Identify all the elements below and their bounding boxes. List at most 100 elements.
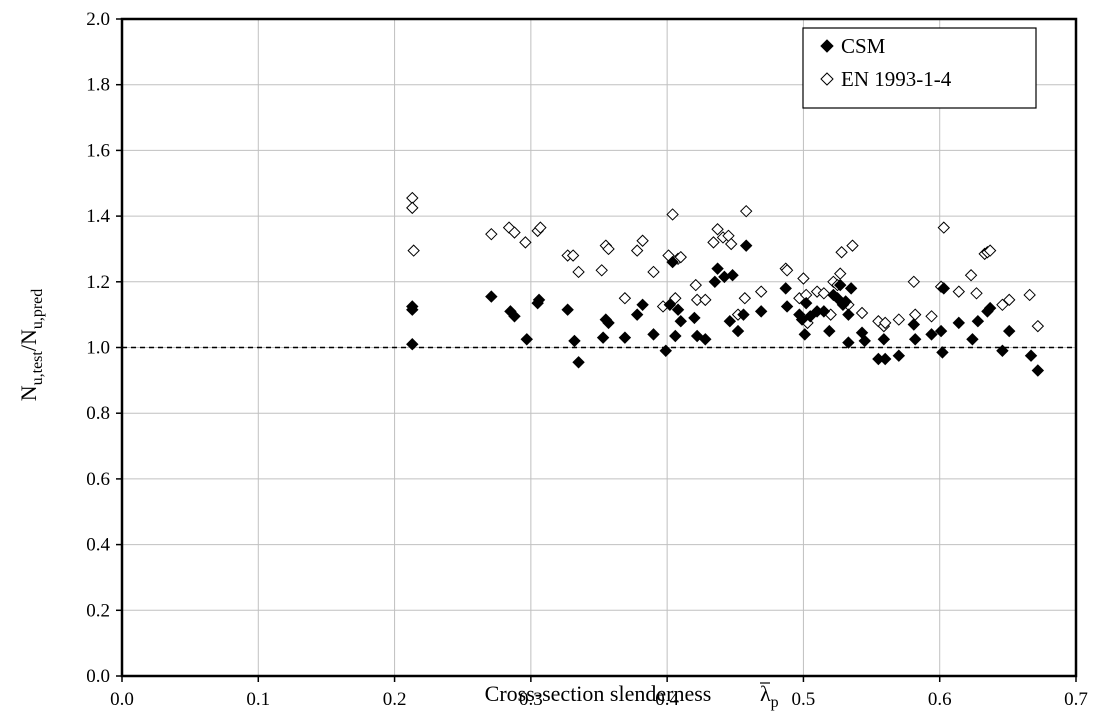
en-1993-point (711, 223, 724, 236)
csm-point (844, 282, 858, 295)
csm-point (666, 255, 679, 269)
csm-point (520, 333, 533, 346)
en-1993-point (566, 249, 580, 262)
svg-text:λp: λp (760, 681, 779, 711)
csm-point (674, 315, 687, 328)
en-1993-point (983, 244, 997, 257)
csm-point (1031, 364, 1045, 377)
en-1993-point (707, 236, 720, 249)
csm-point (834, 278, 847, 292)
en-1993-point (1023, 288, 1036, 302)
en-1993-point (739, 204, 753, 218)
csm-point (971, 315, 985, 328)
en-1993-point (1003, 293, 1016, 307)
csm-point (723, 315, 737, 328)
csm-point (908, 333, 922, 346)
legend-marker-en (820, 72, 834, 86)
y-axis-label-sep: /N (16, 329, 41, 351)
csm-point (532, 293, 546, 307)
en-1993-point (674, 250, 687, 264)
csm-point (669, 329, 682, 343)
en-1993-point (907, 275, 921, 289)
x-axis-label: Cross-section slenderness (485, 681, 712, 706)
csm-point (780, 300, 794, 313)
csm-point (739, 239, 753, 252)
csm-point (596, 331, 610, 344)
x-tick-label: 0.7 (1064, 689, 1088, 710)
csm-point (937, 282, 951, 295)
en-1993-point (908, 308, 922, 321)
y-tick-label: 1.2 (86, 272, 110, 293)
en-1993-point (738, 292, 752, 305)
csm-point (934, 324, 948, 338)
csm-point (561, 303, 574, 316)
en-1993-point (1031, 319, 1045, 333)
csm-point (630, 308, 644, 321)
en-1993-point (595, 264, 608, 277)
en-1993-point (952, 285, 966, 298)
x-tick-labels: 0.0 0.1 0.2 0.3 0.4 0.5 0.6 0.7 (110, 676, 1088, 710)
csm-point (406, 338, 419, 351)
x-tick-label: 0.2 (383, 689, 407, 710)
y-tick-label: 0.6 (86, 469, 110, 490)
csm-point (699, 333, 712, 346)
en-1993-point (925, 310, 938, 323)
x-axis-label-text: Cross-section slenderness (485, 681, 712, 706)
csm-point (839, 295, 852, 308)
en-1993-point (485, 227, 498, 241)
en-1993-point (970, 287, 983, 300)
y-tick-label: 0.8 (86, 403, 110, 424)
csm-point (618, 331, 632, 344)
y-tick-label: 0.2 (86, 600, 110, 621)
csm-point (508, 310, 521, 323)
csm-point (406, 303, 419, 316)
en-1993-point (797, 272, 810, 285)
csm-point (568, 334, 581, 348)
en-1993-point (690, 293, 704, 307)
y-axis-label: Nu,test/Nu,pred (16, 289, 46, 402)
csm-point (663, 298, 677, 312)
en-1993-point (407, 244, 420, 257)
x-tick-label: 0.5 (792, 689, 816, 710)
en-1993-point (406, 201, 419, 215)
en-1993-point (669, 292, 682, 305)
csm-point (983, 301, 997, 315)
csm-point (925, 328, 938, 341)
y-tick-label: 1.8 (86, 75, 110, 96)
en-1993-point (996, 298, 1009, 312)
en-1993-point (724, 237, 738, 251)
x-tick-label: 0.4 (655, 689, 679, 710)
en-1993-point (699, 293, 712, 307)
en-1993-point (834, 267, 847, 280)
legend-label-en: EN 1993-1-4 (841, 67, 952, 91)
en-1993-point (534, 221, 547, 234)
y-tick-label: 2.0 (86, 9, 110, 30)
en-1993-point (846, 239, 859, 252)
csm-point (858, 334, 871, 348)
x-tick-label: 0.3 (519, 689, 543, 710)
csm-point (799, 296, 813, 310)
csm-point (1024, 349, 1038, 362)
en-1993-point (817, 287, 831, 300)
csm-point (737, 308, 750, 321)
csm-point (842, 308, 855, 321)
en-1993-point (964, 269, 978, 282)
data-points (406, 191, 1045, 377)
csm-point (877, 333, 891, 346)
y-tick-label: 1.6 (86, 140, 110, 161)
csm-point (952, 316, 966, 330)
en-1993-point (878, 316, 892, 330)
y-axis-label-main: N (16, 385, 41, 401)
csm-point (907, 318, 921, 331)
en-1993-point (519, 236, 532, 249)
csm-point (878, 352, 892, 366)
csm-point (647, 328, 660, 341)
csm-point (726, 269, 739, 282)
en-1993-point (666, 208, 679, 221)
en-1993-point (508, 226, 521, 239)
en-1993-point (754, 285, 768, 298)
csm-point (671, 303, 685, 316)
csm-point (936, 346, 949, 359)
csm-point (892, 349, 906, 362)
csm-point (779, 282, 792, 295)
